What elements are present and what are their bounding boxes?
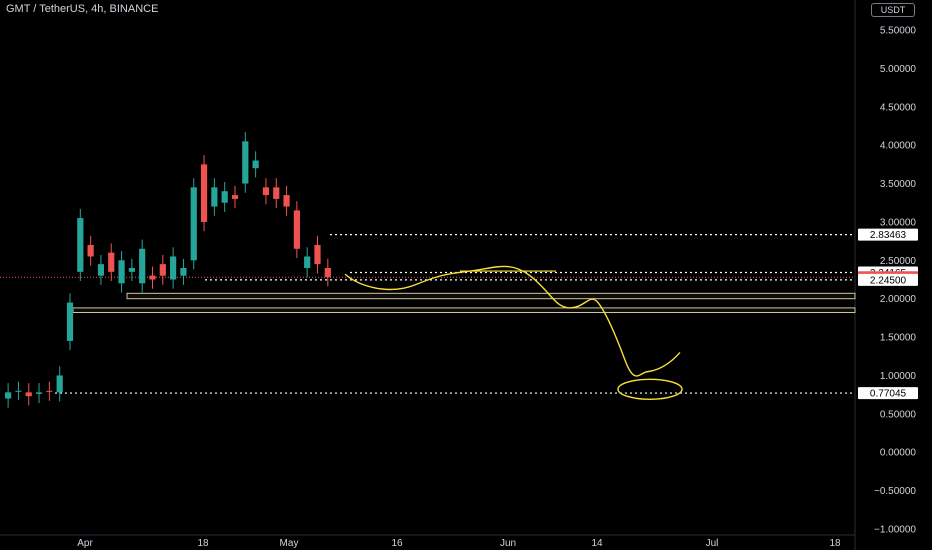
candle-body <box>46 390 53 392</box>
y-axis-tick-label: 1.50000 <box>880 333 917 344</box>
y-axis-tick-label: −0.50000 <box>874 486 916 497</box>
candle-body <box>97 264 105 276</box>
candle-body <box>128 267 135 272</box>
currency-badge[interactable]: USDT <box>871 3 915 17</box>
candle-body <box>190 187 197 261</box>
candle-body <box>314 244 321 265</box>
candle-body <box>87 244 94 257</box>
candle-body <box>252 160 259 169</box>
candle-body <box>35 392 43 394</box>
candle-body <box>304 256 311 268</box>
candle-body <box>283 195 290 207</box>
y-axis-tick-label: −1.00000 <box>874 525 916 536</box>
candle-body <box>211 187 218 207</box>
y-axis-tick-label: 5.00000 <box>880 64 917 75</box>
price-tag <box>858 273 918 286</box>
candle-body <box>159 264 166 276</box>
candle-body <box>221 191 228 203</box>
arrow-tip-drawing[interactable] <box>647 351 681 373</box>
x-axis-tick-label: Apr <box>77 538 93 549</box>
symbol-legend: GMT / TetherUS, 4h, BINANCE <box>6 3 159 15</box>
price-tag-label: 0.77045 <box>870 389 907 400</box>
price-tag-label: 2.83463 <box>870 230 907 241</box>
x-axis-tick-label: 16 <box>391 538 403 549</box>
x-axis-tick-label: 18 <box>197 538 209 549</box>
y-axis-tick-label: 0.50000 <box>880 409 917 420</box>
x-axis-tick-label: May <box>280 538 299 549</box>
candle-body <box>15 390 22 392</box>
candle-body <box>242 141 249 184</box>
candle-body <box>324 267 331 278</box>
projection-drawing[interactable] <box>344 265 649 377</box>
x-axis-tick-label: 14 <box>591 538 603 549</box>
y-axis-tick-label: 3.00000 <box>880 217 917 228</box>
candle-body <box>56 375 63 393</box>
price-tag <box>858 228 918 241</box>
support-zone[interactable] <box>126 292 856 300</box>
y-axis-tick-label: 2.00000 <box>880 294 917 305</box>
candle-body <box>170 256 177 280</box>
candle-body <box>273 187 280 199</box>
y-axis-tick-label: 5.50000 <box>880 26 917 37</box>
candle-body <box>66 302 74 341</box>
y-axis-tick-label: 1.00000 <box>880 371 917 382</box>
y-axis-tick-label: 4.50000 <box>880 102 917 113</box>
candle-body <box>231 195 239 199</box>
target-circle-drawing[interactable] <box>617 378 683 400</box>
candle-body <box>262 187 270 196</box>
price-tag-label: 2.24500 <box>870 275 907 286</box>
x-axis-tick-label: 18 <box>829 538 841 549</box>
y-axis-tick-label: 0.00000 <box>880 448 917 459</box>
x-axis-tick-label: Jun <box>500 538 516 549</box>
candle-body <box>180 267 187 276</box>
candle-body <box>77 218 84 272</box>
y-axis-tick-label: 2.50000 <box>880 256 917 267</box>
candle-body <box>139 248 146 284</box>
candle-body <box>5 392 12 399</box>
x-axis-tick-label: Jul <box>706 538 719 549</box>
price-tag <box>858 387 918 400</box>
support-zone[interactable] <box>72 307 856 314</box>
y-axis-tick-label: 4.00000 <box>880 141 917 152</box>
candle-body <box>293 210 300 249</box>
candle-body <box>149 275 156 280</box>
candle-body <box>25 392 32 397</box>
candle-body <box>200 164 208 222</box>
candle-body <box>118 260 125 284</box>
candle-body <box>108 252 115 272</box>
y-axis-tick-label: 3.50000 <box>880 179 917 190</box>
